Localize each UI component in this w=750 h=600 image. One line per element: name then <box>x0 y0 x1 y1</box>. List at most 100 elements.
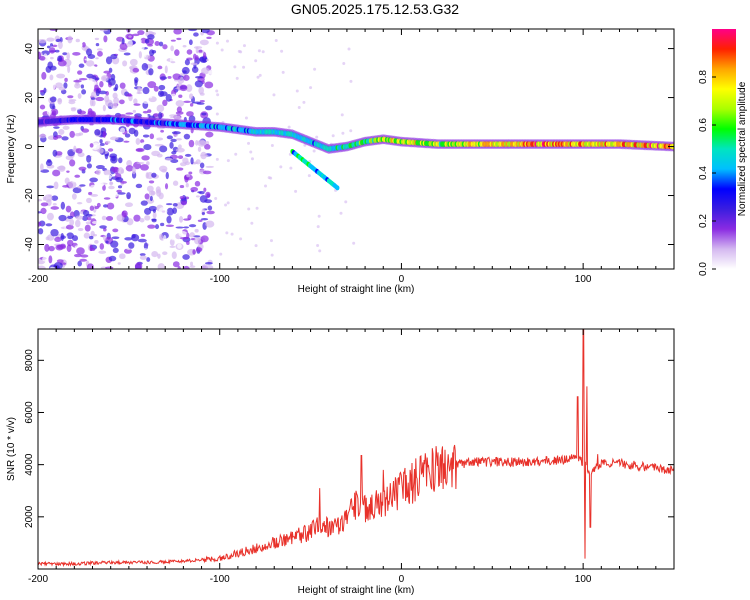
noise-speckle <box>126 192 131 200</box>
noise-speckle <box>131 234 136 239</box>
noise-speckle <box>79 258 88 262</box>
noise-speckle <box>126 73 136 79</box>
noise-speckle <box>102 184 106 191</box>
noise-speckle <box>142 248 148 252</box>
noise-speckle <box>242 44 246 48</box>
snr-y-tick-label: 2000 <box>24 505 35 528</box>
noise-speckle <box>54 49 60 53</box>
noise-speckle <box>179 184 185 189</box>
noise-speckle <box>67 35 73 44</box>
noise-speckle <box>216 93 220 97</box>
noise-speckle <box>134 77 139 83</box>
noise-speckle <box>258 73 262 77</box>
noise-speckle <box>66 170 70 173</box>
noise-speckle <box>75 148 83 154</box>
noise-speckle <box>186 111 194 117</box>
noise-speckle <box>41 71 47 80</box>
noise-speckle <box>131 203 139 209</box>
noise-speckle <box>219 252 223 256</box>
noise-speckle <box>344 200 348 204</box>
noise-speckle <box>73 253 82 258</box>
noise-speckle <box>136 44 145 51</box>
noise-speckle <box>72 51 81 56</box>
noise-speckle <box>342 61 346 65</box>
noise-speckle <box>133 103 141 106</box>
noise-speckle <box>123 68 128 74</box>
noise-speckle <box>55 134 63 139</box>
noise-speckle <box>54 236 62 243</box>
noise-speckle <box>146 185 154 192</box>
noise-speckle <box>58 128 65 135</box>
colorbar-tick-label: 0.6 <box>698 118 709 132</box>
noise-speckle <box>62 52 68 56</box>
noise-speckle <box>135 138 141 145</box>
noise-speckle <box>158 111 163 120</box>
noise-speckle <box>143 242 149 251</box>
noise-speckle <box>167 103 175 109</box>
noise-speckle <box>159 233 164 240</box>
noise-speckle <box>127 93 132 96</box>
noise-speckle <box>94 105 102 112</box>
noise-speckle <box>205 58 209 61</box>
noise-speckle <box>179 195 185 200</box>
noise-speckle <box>188 139 195 148</box>
noise-speckle <box>54 82 63 89</box>
noise-speckle <box>195 76 203 79</box>
noise-speckle <box>86 216 92 221</box>
spectrogram-x-tick-label: 100 <box>575 274 592 285</box>
noise-speckle <box>89 205 95 211</box>
noise-speckle <box>215 89 219 93</box>
noise-speckle <box>163 115 171 119</box>
noise-speckle <box>90 230 95 238</box>
noise-speckle <box>197 146 202 152</box>
noise-speckle <box>62 125 70 130</box>
noise-speckle <box>52 202 57 206</box>
noise-speckle <box>172 202 178 207</box>
noise-speckle <box>230 232 234 236</box>
colorbar-label: Normalized spectral amplitude <box>737 81 748 216</box>
noise-speckle <box>189 265 196 268</box>
noise-speckle <box>108 78 116 86</box>
noise-speckle <box>183 100 192 103</box>
noise-speckle <box>98 250 107 254</box>
noise-speckle <box>38 38 47 44</box>
noise-speckle <box>315 135 319 139</box>
noise-speckle <box>64 177 70 185</box>
branch-cell <box>335 185 340 191</box>
noise-speckle <box>95 169 101 176</box>
noise-speckle <box>53 126 60 129</box>
noise-speckle <box>39 104 46 110</box>
noise-speckle <box>131 166 136 175</box>
noise-speckle <box>76 247 85 255</box>
noise-speckle <box>81 128 90 133</box>
noise-speckle <box>52 169 61 177</box>
noise-speckle <box>46 37 55 42</box>
noise-speckle <box>281 70 285 74</box>
noise-speckle <box>157 65 163 70</box>
noise-speckle <box>185 84 193 92</box>
noise-speckle <box>58 214 67 222</box>
noise-speckle <box>176 106 183 113</box>
noise-speckle <box>90 193 99 197</box>
noise-speckle <box>187 214 192 221</box>
noise-speckle <box>105 216 114 221</box>
noise-speckle <box>256 75 260 79</box>
noise-speckle <box>133 214 141 222</box>
noise-speckle <box>66 232 74 240</box>
noise-speckle <box>294 189 298 193</box>
noise-speckle <box>352 241 356 245</box>
noise-speckle <box>41 50 50 56</box>
snr-x-ticks: -200 -100 0 100 <box>28 329 675 585</box>
noise-speckle <box>156 104 165 113</box>
noise-speckle <box>73 79 82 83</box>
spectrogram-y-tick-label: -20 <box>24 188 35 203</box>
noise-speckle <box>117 185 123 189</box>
noise-speckle <box>191 66 199 73</box>
noise-speckle <box>349 79 353 83</box>
noise-speckle <box>147 224 156 229</box>
noise-speckle <box>171 251 177 259</box>
snr-series-line <box>37 328 675 568</box>
noise-speckle <box>274 39 278 43</box>
noise-speckle <box>289 166 293 170</box>
